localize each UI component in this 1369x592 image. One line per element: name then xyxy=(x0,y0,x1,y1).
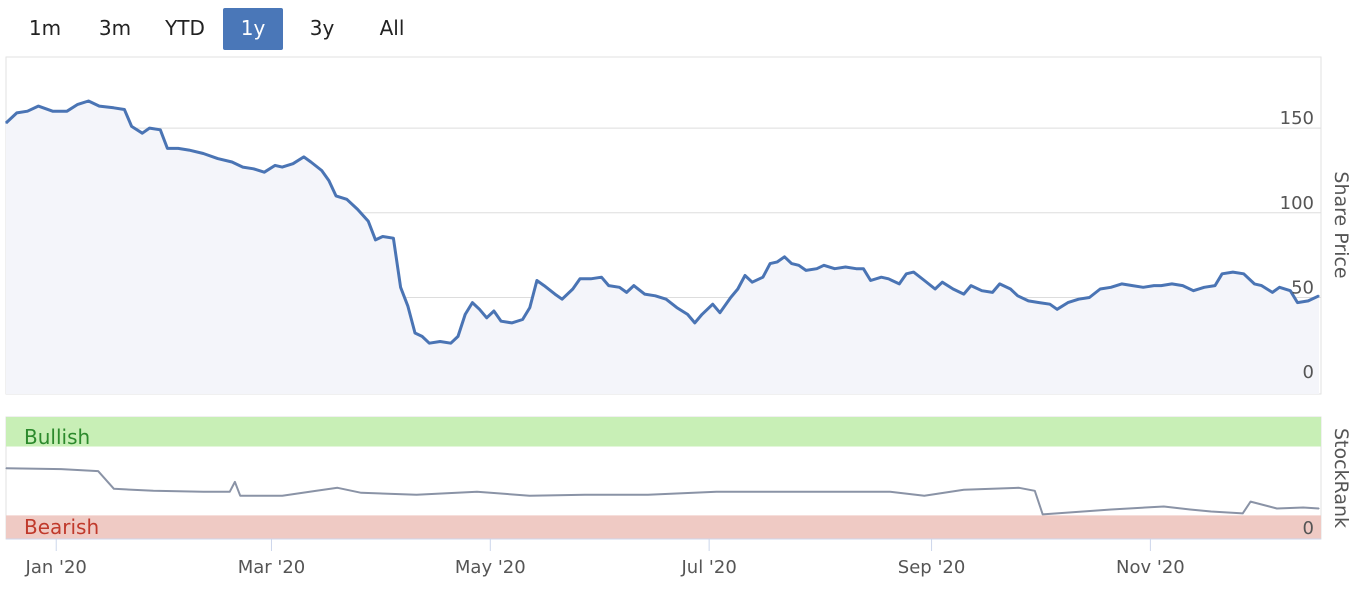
x-axis: Jan '20 Mar '20 May '20 Jul '20 Sep '20 Nov '… xyxy=(6,538,1321,578)
price-y-tick-label: 100 xyxy=(1280,193,1314,214)
bearish-label: Bearish xyxy=(24,515,99,539)
range-button-3y[interactable]: 3y xyxy=(309,16,335,40)
price-y-tick-label: 50 xyxy=(1291,277,1314,298)
x-tick-label: Jul '20 xyxy=(680,557,736,578)
x-tick-label: Mar '20 xyxy=(238,557,306,578)
range-button-ytd[interactable]: YTD xyxy=(165,16,205,40)
range-button-3m[interactable]: 3m xyxy=(98,16,132,40)
bullish-zone xyxy=(6,417,1321,447)
range-button-1y[interactable]: 1y xyxy=(223,8,283,50)
price-axis-title: Share Price xyxy=(1330,171,1352,278)
stockrank-series-line xyxy=(5,467,1320,516)
stockrank-y-tick-label: 0 xyxy=(1303,518,1314,539)
price-y-tick-label: 0 xyxy=(1303,362,1314,383)
stockrank-axis-title: StockRank xyxy=(1330,428,1352,528)
range-button-all[interactable]: All xyxy=(379,16,405,40)
stockrank-y-ticks: 0 xyxy=(1303,518,1314,539)
x-tick-label: May '20 xyxy=(455,557,526,578)
range-button-1m[interactable]: 1m xyxy=(28,16,62,40)
bullish-label: Bullish xyxy=(24,425,90,449)
price-area-fill xyxy=(6,101,1319,394)
x-tick-label: Jan '20 xyxy=(25,557,87,578)
x-tick-label: Sep '20 xyxy=(898,557,966,578)
price-y-ticks: 0 50 100 150 xyxy=(1280,108,1314,383)
bearish-zone xyxy=(6,515,1321,539)
price-series-line xyxy=(4,99,1320,345)
x-tick-label: Nov '20 xyxy=(1116,557,1185,578)
price-y-tick-label: 150 xyxy=(1280,108,1314,129)
